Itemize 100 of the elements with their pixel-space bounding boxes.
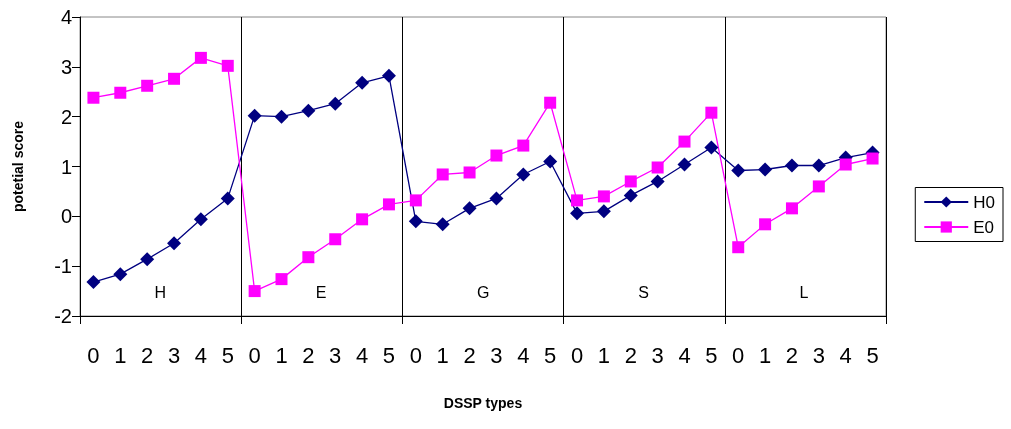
point (571, 194, 584, 207)
point (704, 140, 719, 155)
x-tick-label: 1 (436, 342, 449, 368)
y-tick-label: 1 (60, 155, 72, 178)
point (382, 198, 395, 211)
point (624, 175, 637, 188)
x-tick-label: 3 (490, 342, 503, 368)
point (543, 154, 558, 169)
point (462, 201, 477, 216)
point (732, 241, 745, 254)
point (355, 75, 370, 90)
x-tick-label: 2 (463, 342, 476, 368)
y-tick-label: -2 (54, 305, 72, 327)
point (381, 68, 396, 83)
point (490, 149, 503, 162)
point (87, 91, 100, 104)
y-axis-title: potetial score (10, 120, 26, 213)
y-tick-label: 4 (60, 6, 72, 28)
point (86, 275, 101, 290)
x-tick-label: 4 (517, 342, 530, 368)
point (328, 96, 343, 111)
point (141, 79, 154, 92)
x-tick-label: 5 (544, 342, 557, 368)
point (517, 139, 530, 152)
point (489, 191, 504, 206)
point (113, 267, 128, 282)
x-tick-label: 0 (248, 342, 261, 368)
point (435, 217, 450, 232)
point (677, 157, 692, 172)
point (247, 108, 262, 123)
point (678, 135, 691, 148)
x-tick-label: 0 (87, 342, 100, 368)
point (329, 233, 342, 246)
x-tick-label: 5 (705, 342, 718, 368)
annotation: E (315, 283, 327, 301)
point (114, 86, 127, 99)
y-tick-label: 0 (60, 205, 72, 228)
point (516, 167, 531, 182)
point (731, 163, 746, 178)
annotation: S (638, 283, 649, 301)
x-tick-label: 1 (758, 342, 772, 368)
annotation: H (154, 283, 167, 301)
point (301, 103, 316, 118)
point (356, 213, 369, 226)
x-tick-label: 3 (812, 342, 825, 368)
y-tick-label: -1 (54, 255, 72, 278)
point (623, 188, 638, 203)
point (140, 252, 155, 267)
x-tick-label: 2 (624, 342, 637, 368)
point (866, 152, 879, 165)
x-tick-label: 0 (570, 342, 584, 368)
y-tick-label: 2 (60, 105, 72, 128)
point (220, 191, 235, 206)
x-tick-label: 4 (194, 342, 208, 368)
point (463, 166, 476, 179)
annotation: G (477, 283, 490, 301)
x-tick-label: 1 (114, 342, 127, 368)
point (784, 158, 799, 173)
x-tick-label: 4 (839, 342, 852, 368)
point (758, 162, 773, 177)
point (544, 96, 557, 109)
point (812, 180, 825, 193)
x-tick-label: 2 (302, 342, 315, 368)
x-tick-label: 1 (597, 342, 611, 368)
point (167, 236, 182, 251)
point (705, 106, 718, 119)
point (597, 190, 610, 203)
y-tick-label: 3 (60, 55, 72, 78)
annotation: L (799, 283, 809, 301)
legend-label: H0 (973, 192, 995, 212)
point (570, 206, 585, 221)
x-tick-label: 4 (355, 342, 369, 368)
point (839, 158, 852, 171)
x-tick-label: 5 (382, 342, 396, 368)
point (436, 168, 449, 181)
point (650, 174, 665, 189)
point (274, 109, 289, 124)
point (275, 273, 288, 286)
point (302, 251, 315, 264)
x-tick-label: 5 (866, 342, 879, 368)
point (221, 59, 234, 72)
x-tick-label: 2 (785, 342, 799, 368)
x-tick-label: 3 (651, 342, 664, 368)
point (409, 194, 422, 207)
x-tick-label: 0 (409, 342, 422, 368)
legend-label: E0 (973, 217, 995, 237)
point (408, 214, 423, 229)
point (248, 285, 261, 298)
x-axis-title: DSSP types (443, 395, 523, 411)
x-tick-label: 3 (329, 342, 342, 368)
x-tick-label: 5 (221, 342, 234, 368)
point (596, 204, 611, 219)
point (168, 72, 181, 85)
x-tick-label: 1 (275, 342, 288, 368)
point (193, 212, 208, 227)
point (785, 202, 798, 215)
x-tick-label: 4 (678, 342, 691, 368)
point (759, 218, 772, 231)
point (651, 161, 664, 174)
x-tick-label: 3 (167, 342, 181, 368)
